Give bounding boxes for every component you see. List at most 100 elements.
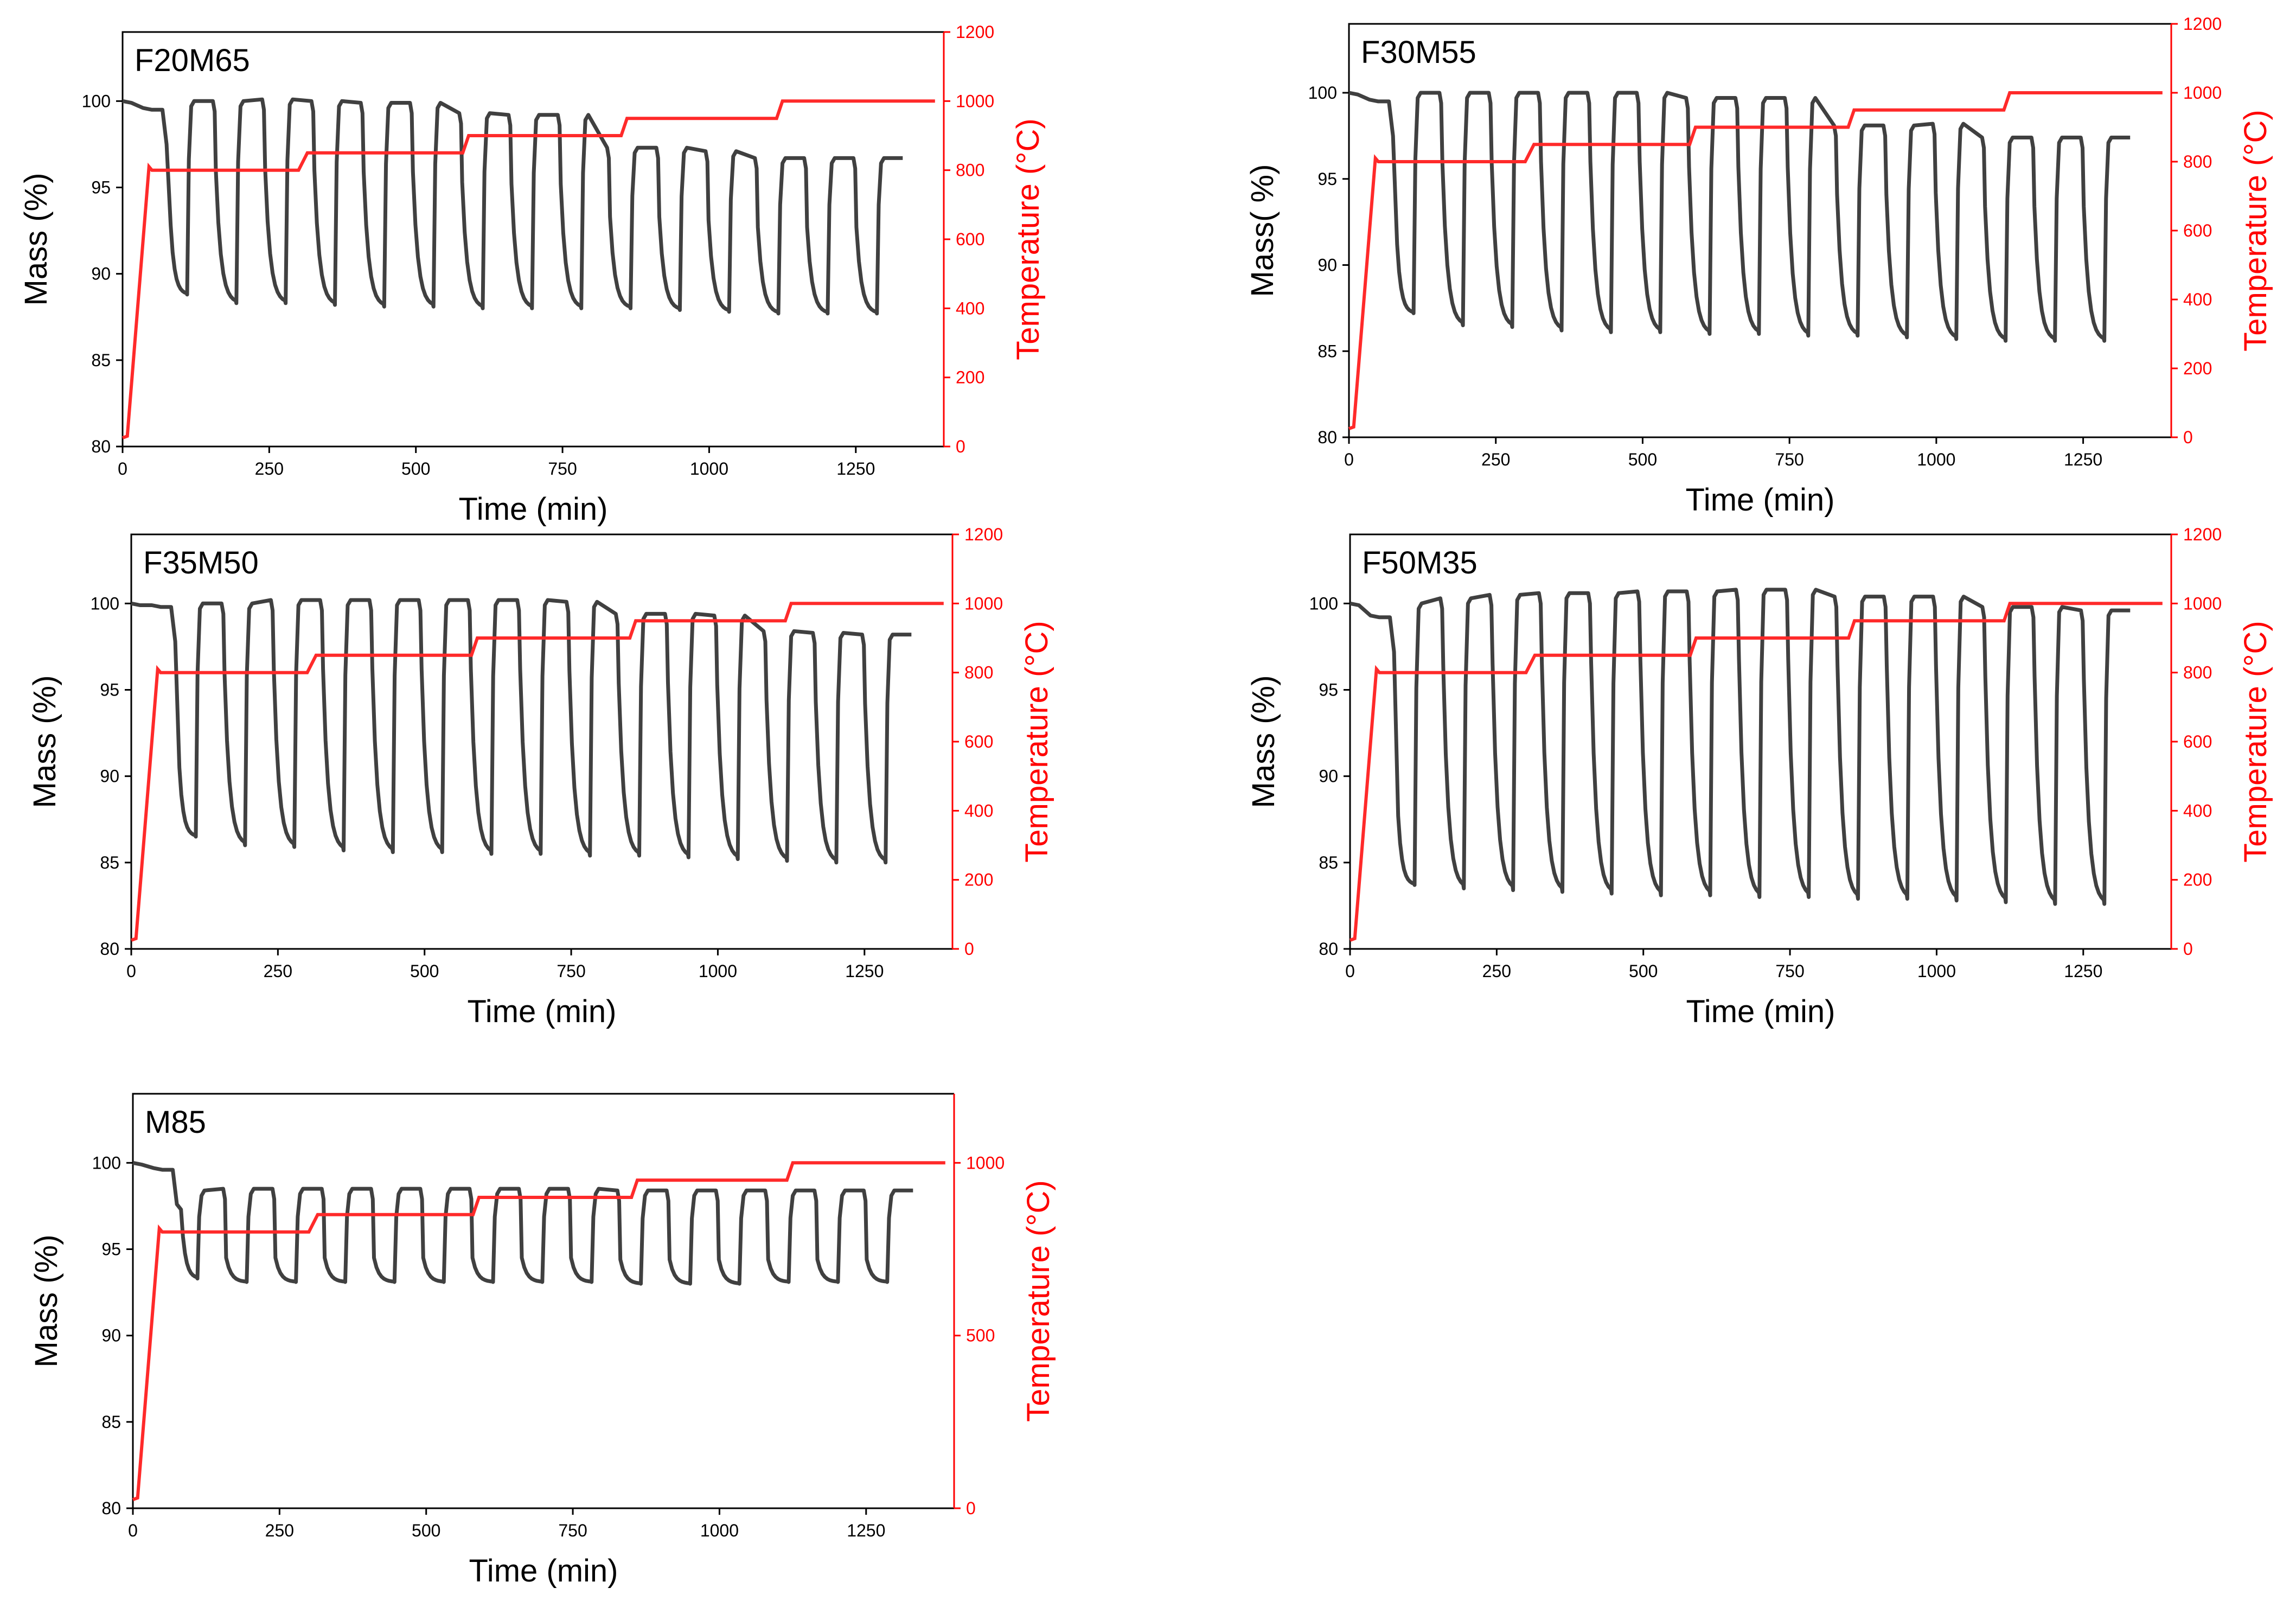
x-tick-label: 1000: [690, 459, 728, 479]
plot-frame: [1348, 23, 2171, 438]
x-tick-label: 750: [548, 459, 577, 479]
y2-tick-label: 200: [956, 368, 984, 387]
y2-axis-title: Temperature (°C): [2238, 110, 2273, 351]
x-tick-label: 1000: [1917, 961, 1956, 981]
mass-series-line: [1348, 91, 2131, 343]
y2-axis-title: Temperature (°C): [1011, 118, 1046, 360]
mass-series-line: [131, 598, 912, 865]
x-tick-label: 250: [255, 459, 284, 479]
panel-f20m65: 0 250 500 750 1000 12508085909510002004006008…: [18, 22, 1046, 527]
y-tick-label: 80: [91, 437, 111, 456]
x-tick-label: 1000: [700, 1521, 739, 1540]
y-tick-label: 95: [91, 178, 111, 197]
y2-tick-label: 600: [2183, 732, 2212, 751]
temperature-series-line: [132, 1161, 945, 1501]
y-tick-label: 80: [100, 939, 119, 959]
y2-tick-label: 400: [2183, 290, 2212, 309]
x-tick-label: 750: [1775, 961, 1804, 981]
x-axis-title: Time (min): [1686, 482, 1835, 518]
panel-label: F35M50: [143, 545, 259, 581]
y-tick-label: 90: [1318, 256, 1337, 275]
y2-tick-label: 0: [964, 939, 974, 959]
x-axis-title: Time (min): [459, 492, 608, 527]
x-tick-label: 250: [265, 1521, 294, 1540]
x-tick-label: 0: [118, 459, 127, 479]
temperature-series-line: [1348, 91, 2163, 430]
y-axis-title: Mass (%): [27, 675, 62, 808]
y-tick-label: 80: [101, 1498, 121, 1518]
y2-tick-label: 1000: [956, 91, 994, 111]
temperature-series-line: [1349, 602, 2163, 942]
panel-label: F50M35: [1362, 545, 1478, 581]
y-tick-label: 90: [100, 767, 119, 786]
y2-tick-label: 800: [2183, 663, 2212, 683]
panel-m85: 0 250 500 750 1000 12508085909510005001000M85…: [29, 1093, 1056, 1589]
y-tick-label: 85: [100, 853, 119, 872]
y2-axis-title: Temperature (°C): [1021, 1180, 1056, 1421]
x-tick-label: 1250: [847, 1521, 885, 1540]
y-tick-label: 85: [1318, 341, 1337, 361]
y-tick-label: 90: [91, 264, 111, 284]
x-tick-label: 750: [558, 1521, 587, 1540]
x-tick-label: 500: [412, 1521, 440, 1540]
y-tick-label: 100: [92, 1153, 121, 1172]
y2-tick-label: 200: [2183, 870, 2212, 890]
y-tick-label: 90: [101, 1326, 121, 1345]
x-tick-label: 0: [126, 961, 136, 981]
y2-tick-label: 0: [2183, 939, 2193, 959]
mass-series-line: [1350, 588, 2131, 906]
y2-tick-label: 500: [966, 1326, 995, 1345]
plot-frame: [121, 31, 944, 448]
plot-frame: [132, 1093, 954, 1509]
x-tick-label: 0: [1344, 450, 1354, 469]
x-tick-label: 500: [1628, 450, 1657, 469]
y-tick-label: 95: [1318, 169, 1337, 189]
y2-tick-label: 0: [966, 1498, 976, 1518]
x-tick-label: 1000: [699, 961, 737, 981]
y-tick-label: 95: [101, 1240, 121, 1259]
panel-label: F30M55: [1361, 35, 1476, 70]
temperature-series-line: [130, 602, 944, 942]
x-tick-label: 500: [410, 961, 439, 981]
x-tick-label: 0: [128, 1521, 138, 1540]
y2-tick-label: 0: [2183, 428, 2193, 447]
y2-tick-label: 600: [956, 229, 984, 249]
y2-tick-label: 200: [964, 870, 993, 890]
x-axis-title: Time (min): [468, 994, 617, 1029]
y-tick-label: 80: [1318, 428, 1337, 447]
y-tick-label: 85: [1319, 853, 1338, 872]
y-tick-label: 100: [1309, 594, 1338, 613]
y2-tick-label: 400: [2183, 801, 2212, 820]
plot-frame: [1349, 533, 2171, 950]
x-tick-label: 250: [1482, 961, 1511, 981]
y2-tick-label: 1000: [2183, 83, 2222, 103]
y-tick-label: 80: [1319, 939, 1338, 959]
y2-tick-label: 1200: [2183, 525, 2222, 544]
x-tick-label: 250: [1481, 450, 1510, 469]
y2-axis-title: Temperature (°C): [1019, 621, 1054, 862]
mass-series-line: [132, 1160, 913, 1286]
y2-tick-label: 600: [2183, 221, 2212, 240]
y2-tick-label: 0: [956, 437, 965, 456]
y2-tick-label: 400: [964, 801, 993, 820]
y-axis-title: Mass (%): [18, 173, 54, 306]
x-tick-label: 1250: [845, 961, 884, 981]
y2-tick-label: 800: [2183, 152, 2212, 171]
x-tick-label: 0: [1345, 961, 1355, 981]
y2-tick-label: 200: [2183, 359, 2212, 378]
y2-tick-label: 1000: [966, 1153, 1005, 1172]
y2-tick-label: 1200: [956, 22, 994, 42]
panel-f30m55: 0 250 500 750 1000 12508085909510002004006008…: [1245, 14, 2273, 518]
mass-series-line: [122, 97, 903, 316]
panel-f50m35: 0 250 500 750 1000 12508085909510002004006008…: [1246, 525, 2273, 1029]
y-tick-label: 90: [1319, 767, 1338, 786]
y2-tick-label: 400: [956, 298, 984, 318]
y2-axis-title: Temperature (°C): [2238, 621, 2273, 862]
x-tick-label: 750: [1775, 450, 1803, 469]
y2-tick-label: 800: [956, 161, 984, 180]
x-axis-title: Time (min): [1686, 994, 1835, 1029]
panel-f35m50: 0 250 500 750 1000 12508085909510002004006008…: [27, 525, 1054, 1029]
x-axis-title: Time (min): [469, 1553, 618, 1589]
x-tick-label: 1000: [1917, 450, 1955, 469]
